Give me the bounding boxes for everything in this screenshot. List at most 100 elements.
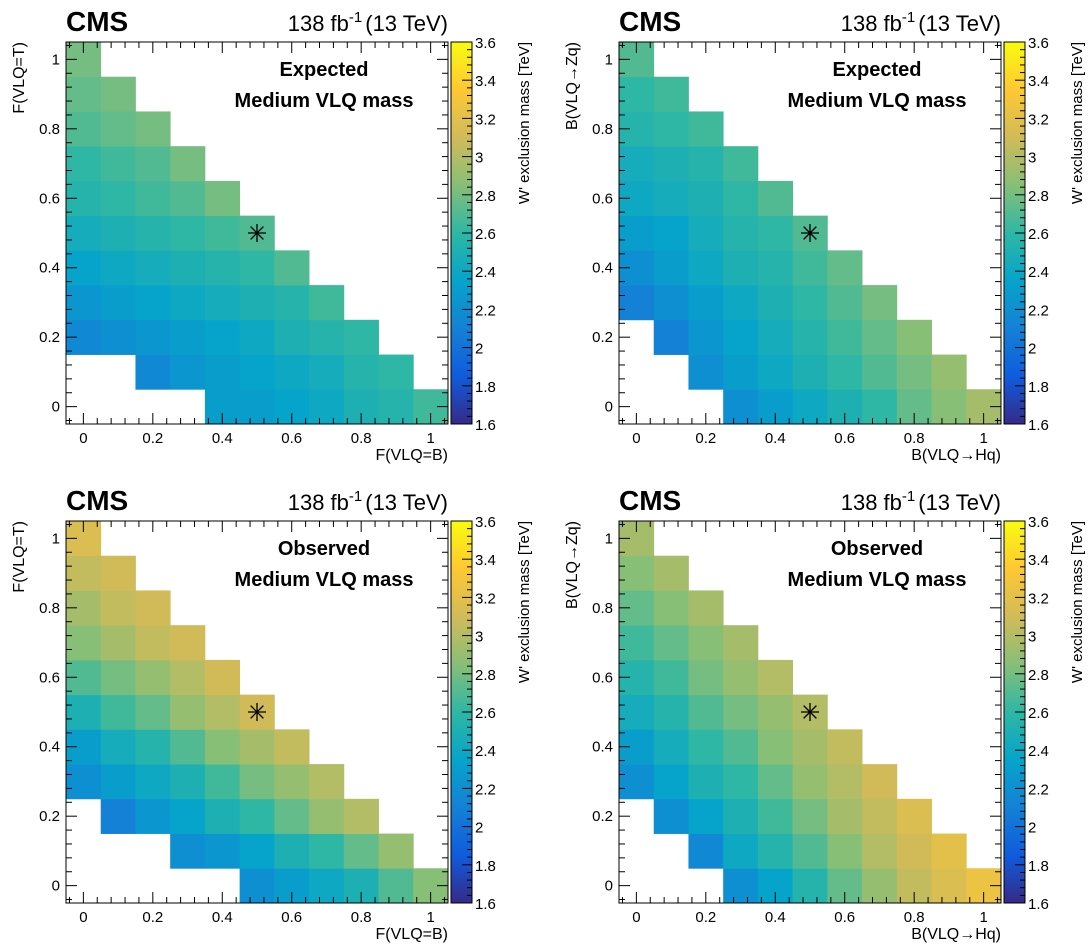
heatmap-cell (66, 76, 102, 112)
heatmap-cell (827, 250, 863, 286)
heatmap-cell (170, 625, 206, 661)
heatmap-cell (827, 319, 863, 355)
heatmap-cell (723, 729, 759, 765)
y-tick-label: 1 (605, 51, 613, 68)
heatmap-cell (757, 764, 794, 800)
status-label: Expected (833, 59, 922, 81)
colorbar-tick-label: 1.6 (475, 896, 496, 913)
x-tick-label: 0.4 (212, 430, 233, 447)
heatmap-cell (239, 764, 275, 800)
heatmap-cell (100, 659, 136, 696)
heatmap-cell (896, 354, 932, 390)
heatmap-cell (792, 250, 828, 286)
heatmap-cell (653, 146, 689, 182)
x-tick-label: 0 (632, 430, 640, 447)
heatmap-cell (100, 215, 136, 251)
heatmap-cell (862, 798, 898, 834)
lumi-energy: (13 TeV) (365, 490, 448, 515)
x-tick-label: 0.4 (765, 909, 786, 926)
heatmap-cell (100, 180, 136, 217)
heatmap-cell (653, 111, 689, 147)
subtitle-label: Medium VLQ mass (235, 90, 414, 112)
heatmap-cell (931, 389, 967, 425)
heatmap-cell (309, 833, 345, 869)
heatmap-cell (378, 833, 414, 869)
heatmap-cell (619, 764, 655, 800)
heatmap-cell (170, 798, 206, 834)
heatmap-cell (100, 146, 136, 182)
heatmap-cell (274, 250, 310, 286)
colorbar-tick-label: 2.6 (475, 705, 496, 722)
x-axis-label: F(VLQ=B) (376, 926, 448, 943)
heatmap-cell (688, 694, 724, 730)
heatmap-cell (757, 180, 794, 217)
heatmap-cell (688, 111, 724, 147)
heatmap-cell (653, 659, 689, 696)
x-tick-label: 0 (79, 430, 87, 447)
y-tick-label: 0.2 (592, 329, 613, 346)
heatmap-cell (757, 285, 794, 321)
heatmap-cell (66, 146, 102, 182)
lumi-label: 138 fb-1 (13 TeV) (841, 9, 1001, 36)
heatmap-cell (827, 285, 863, 321)
colorbar-tick-label: 2 (1028, 341, 1036, 358)
y-tick-label: 0.6 (39, 669, 60, 686)
heatmap-cell (239, 729, 275, 765)
heatmap-cell (827, 729, 863, 765)
subtitle-label: Medium VLQ mass (235, 569, 414, 591)
colorbar-tick-label: 2.2 (475, 302, 496, 319)
heatmap-cell (100, 798, 136, 834)
heatmap-cell (66, 555, 102, 591)
heatmap-cell (170, 180, 206, 217)
heatmap-cell (100, 625, 136, 661)
heatmap-cell (170, 250, 206, 286)
heatmap-cell (100, 319, 136, 355)
heatmap-cell (204, 319, 241, 355)
heatmap-cell (723, 354, 759, 390)
colorbar-label: W' exclusion mass [TeV] (516, 521, 533, 683)
heatmap-cell (688, 180, 724, 217)
heatmap-cell (723, 146, 759, 182)
y-axis-label: F(VLQ=T) (11, 521, 28, 593)
y-tick-label: 1 (605, 530, 613, 547)
x-tick-label: 0.8 (351, 430, 372, 447)
heatmap-cell (723, 659, 759, 696)
lumi-base: 138 fb (841, 11, 902, 36)
heatmap-cell (723, 319, 759, 355)
plot-frame (65, 41, 449, 425)
y-tick-label: 0.8 (592, 600, 613, 617)
colorbar-tick-label: 3.4 (1028, 552, 1049, 569)
heatmap-cell (792, 868, 828, 904)
subtitle-label: Medium VLQ mass (788, 90, 967, 112)
heatmap-cell (757, 250, 794, 286)
x-tick-label: 0.2 (142, 430, 163, 447)
colorbar-tick-label: 3 (1028, 150, 1036, 167)
colorbar-tick-label: 2.6 (475, 226, 496, 243)
x-axis-label: B(VLQ→Hq) (911, 926, 1001, 943)
benchmark-marker (801, 703, 819, 721)
heatmap-cell (688, 659, 724, 696)
heatmap-cell (170, 215, 206, 251)
chart-panel-2: 0 0.2 0.4 0.6 0.8 100.20.40.60.81B(VLQ→Hq)B(V… (564, 6, 1086, 464)
heatmap-cell (66, 625, 102, 661)
heatmap-cell (204, 285, 241, 321)
colorbar-label: W' exclusion mass [TeV] (1069, 42, 1086, 204)
heatmap-cell (135, 111, 171, 147)
cms-label: CMS (619, 6, 681, 37)
colorbar-tick-label: 2.8 (475, 667, 496, 684)
heatmap-cell (309, 319, 345, 355)
heatmap-cell (135, 729, 171, 765)
heatmap-cell (688, 146, 724, 182)
heatmap-cell (619, 694, 655, 730)
heatmap-cell (378, 868, 414, 904)
colorbar-tick-label: 1.6 (1028, 896, 1049, 913)
heatmap-cell (688, 625, 724, 661)
cms-label: CMS (619, 485, 681, 516)
heatmap-cell (239, 319, 275, 355)
heatmap-cell (274, 285, 310, 321)
heatmap-cell (723, 833, 759, 869)
heatmap-cell (100, 694, 136, 730)
heatmap-cell (792, 729, 828, 765)
colorbar-tick-label: 2.2 (1028, 781, 1049, 798)
heatmap-cell (135, 625, 171, 661)
